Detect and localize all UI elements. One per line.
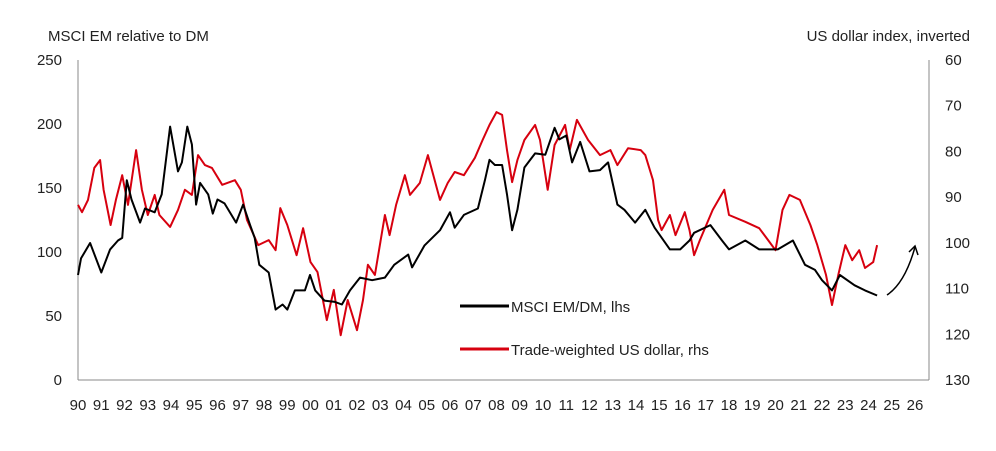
arrow-head: [908, 244, 919, 256]
x-tick-label: 19: [744, 397, 761, 414]
x-tick-label: 99: [279, 397, 296, 414]
right-y-tick-label: 130: [945, 372, 970, 389]
x-tick-label: 04: [395, 397, 412, 414]
x-tick-label: 21: [790, 397, 807, 414]
x-tick-label: 92: [116, 397, 133, 414]
x-tick-label: 94: [163, 397, 180, 414]
x-tick-label: 10: [535, 397, 552, 414]
series-lines: [77, 111, 879, 337]
x-tick-label: 17: [697, 397, 714, 414]
right-y-tick-label: 90: [945, 189, 962, 206]
x-tick-label: 24: [860, 397, 877, 414]
x-tick-label: 96: [209, 397, 226, 414]
left-y-tick-label: 100: [37, 244, 62, 261]
axes: [77, 60, 930, 381]
legend: MSCI EM/DM, lhs Trade-weighted US dollar…: [460, 299, 709, 359]
right-y-tick-label: 60: [945, 52, 962, 69]
x-tick-label: 01: [325, 397, 342, 414]
x-tick-label: 11: [558, 397, 574, 414]
legend-label-msci: MSCI EM/DM, lhs: [511, 299, 630, 316]
x-tick-label: 03: [372, 397, 389, 414]
x-tick-label: 08: [488, 397, 505, 414]
x-tick-label: 09: [511, 397, 528, 414]
left-axis-title: MSCI EM relative to DM: [48, 28, 209, 45]
left-y-tick-label: 250: [37, 52, 62, 69]
x-tick-label: 26: [907, 397, 924, 414]
x-tick-label: 98: [256, 397, 273, 414]
right-y-tick-label: 80: [945, 143, 962, 160]
x-tick-label: 23: [837, 397, 854, 414]
left-y-tick-label: 200: [37, 116, 62, 133]
usd-series-line: [77, 111, 879, 337]
right-axis-title: US dollar index, inverted: [807, 28, 970, 45]
right-y-tick-label: 100: [945, 235, 970, 252]
x-tick-label: 16: [674, 397, 691, 414]
left-y-tick-label: 150: [37, 180, 62, 197]
right-y-tick-label: 110: [945, 281, 969, 298]
x-tick-label: 05: [418, 397, 435, 414]
left-y-tick-label: 50: [45, 308, 62, 325]
x-tick-label: 06: [442, 397, 459, 414]
left-y-tick-label: 0: [54, 372, 62, 389]
x-tick-label: 22: [814, 397, 831, 414]
x-tick-label: 97: [232, 397, 249, 414]
x-tick-label: 90: [70, 397, 87, 414]
x-tick-label: 07: [465, 397, 482, 414]
right-y-tick-label: 120: [945, 326, 970, 343]
x-tick-label: 15: [651, 397, 668, 414]
x-tick-label: 12: [581, 397, 598, 414]
x-tick-label: 14: [628, 397, 645, 414]
arrow-up-right-icon: [886, 246, 916, 296]
x-tick-label: 20: [767, 397, 784, 414]
x-tick-label: 95: [186, 397, 203, 414]
x-tick-label: 93: [139, 397, 156, 414]
x-tick-label: 91: [93, 397, 110, 414]
x-tick-label: 00: [302, 397, 319, 414]
x-tick-label: 18: [721, 397, 738, 414]
right-y-tick-label: 70: [945, 98, 962, 115]
x-tick-label: 02: [349, 397, 366, 414]
legend-label-usd: Trade-weighted US dollar, rhs: [511, 342, 709, 359]
x-tick-label: 25: [883, 397, 900, 414]
msci-series-line: [77, 125, 878, 311]
x-tick-label: 13: [604, 397, 621, 414]
